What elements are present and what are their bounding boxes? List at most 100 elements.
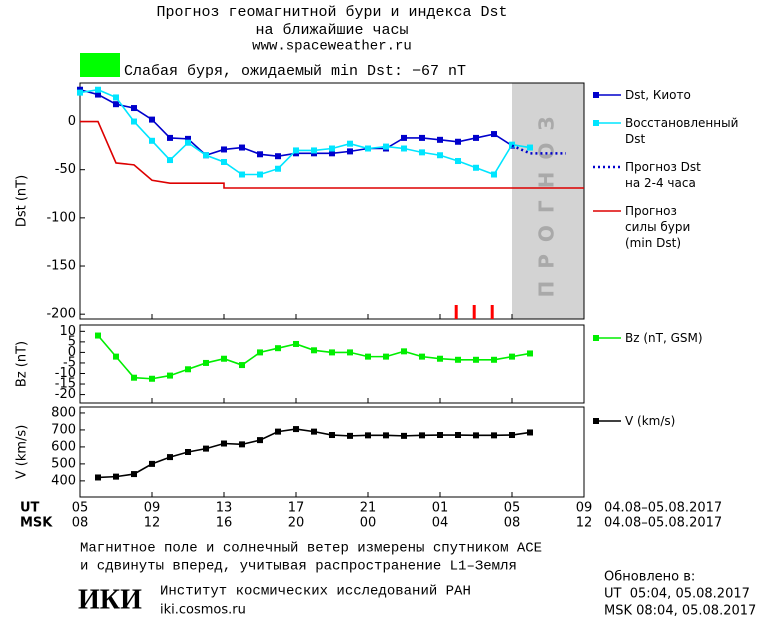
point [293,147,299,154]
plot-frame [79,82,585,320]
y-tick-label: -50 [55,162,76,177]
point [239,362,245,369]
point [95,332,101,339]
updated-ut: UT 05:04, 05.08.2017 [604,587,750,602]
x-tick-label: 04 [432,516,449,531]
point [473,432,479,439]
plot-frame [79,406,585,498]
point [275,153,281,160]
y-axis-label: V (km/s) [15,425,30,480]
series-line [79,88,531,176]
x-tick-label: 09 [144,501,161,516]
point [95,91,101,98]
logo: ИКИ [78,584,142,615]
point [473,356,479,363]
legend-label: Bz (nT, GSM) [625,331,703,345]
legend-label: Dst, Киото [625,88,691,102]
point [455,356,461,363]
point [167,134,173,141]
point [437,136,443,143]
x-tick-label: 05 [72,501,89,516]
point [131,118,137,125]
point [509,353,515,360]
point [311,347,317,354]
point [167,454,173,461]
point [509,141,515,148]
point [527,144,533,151]
point [95,86,101,93]
point [329,150,335,157]
point [419,353,425,360]
x-tick-label: 09 [576,501,593,516]
point [113,101,119,108]
legend-label: Восстановленный Dst [625,116,739,146]
point [239,441,245,448]
point [491,432,497,439]
point [77,89,83,96]
x-tick-label: 00 [360,516,377,531]
point [203,152,209,159]
title: Прогноз геомагнитной бури и индекса Dst [156,4,507,21]
x-tick-label: 21 [360,501,377,516]
point [311,428,317,435]
y-tick-label: -150 [46,259,76,274]
point [131,105,137,112]
point [419,432,425,439]
point [401,432,407,439]
point [365,353,371,360]
y-tick-label: 500 [51,456,76,471]
point [455,432,461,439]
status: Слабая буря, ожидаемый min Dst: −67 nT [124,63,466,80]
point [401,348,407,355]
point [203,445,209,452]
legend-label: Прогноз Dst на 2-4 часа [625,160,701,190]
y-tick-label: 800 [51,405,76,420]
legend-marker [593,335,599,341]
point [221,146,227,153]
point [455,138,461,145]
y-axis-label: Dst (nT) [15,175,30,227]
point [149,116,155,123]
y-tick-label: -5 [63,355,76,370]
y-tick-label: 5 [68,334,76,349]
point [401,145,407,152]
point [329,145,335,152]
point [185,135,191,142]
point [329,432,335,439]
y-tick-label: -10 [55,366,76,381]
point [347,140,353,147]
y-tick-label: 10 [59,324,76,339]
point [347,432,353,439]
y-tick-label: 400 [51,473,76,488]
plot-frame [79,324,585,404]
legend-label: V (km/s) [625,414,676,428]
y-tick-label: -100 [46,210,76,225]
note: и сдвинуты вперед, учитывая распростране… [80,559,517,575]
point [239,171,245,178]
updated: Обновлено в: [604,570,695,585]
ut-label: UT [20,501,40,516]
point [527,429,533,436]
date-range: 04.08–05.08.2017 [604,501,722,516]
point [257,171,263,178]
point [257,151,263,158]
legend-marker [593,92,599,98]
point [347,349,353,356]
point [113,353,119,360]
point [131,471,137,478]
point [347,148,353,155]
series-line [79,88,513,158]
y-tick-label: 600 [51,439,76,454]
y-tick-label: 0 [68,114,76,129]
point [383,143,389,150]
point [383,353,389,360]
point [365,145,371,152]
point [293,340,299,347]
x-tick-label: 05 [504,501,521,516]
y-tick-label: 700 [51,422,76,437]
point [311,147,317,154]
point [185,366,191,373]
y-tick-label: 0 [68,345,76,360]
